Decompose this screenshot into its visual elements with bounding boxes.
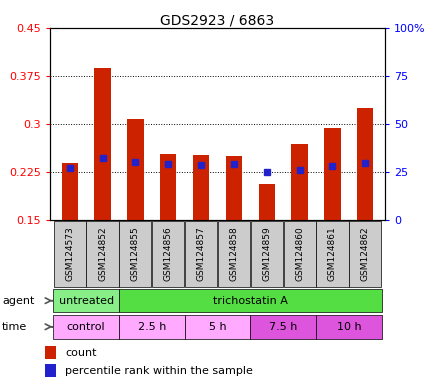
- FancyBboxPatch shape: [53, 289, 119, 313]
- FancyBboxPatch shape: [184, 221, 217, 287]
- Bar: [94, 68, 111, 220]
- Text: 5 h: 5 h: [208, 322, 226, 332]
- Text: count: count: [65, 348, 97, 358]
- Text: GSM124573: GSM124573: [65, 227, 74, 281]
- FancyBboxPatch shape: [315, 315, 381, 339]
- Bar: [225, 156, 242, 220]
- Text: 2.5 h: 2.5 h: [137, 322, 166, 332]
- FancyBboxPatch shape: [53, 315, 119, 339]
- FancyBboxPatch shape: [316, 221, 348, 287]
- Bar: [356, 108, 373, 220]
- Bar: [127, 119, 143, 220]
- FancyBboxPatch shape: [217, 221, 250, 287]
- FancyBboxPatch shape: [184, 315, 250, 339]
- Text: 7.5 h: 7.5 h: [268, 322, 297, 332]
- Bar: [61, 163, 78, 220]
- Bar: [192, 155, 209, 220]
- FancyBboxPatch shape: [53, 221, 85, 287]
- FancyBboxPatch shape: [349, 221, 381, 287]
- Bar: [160, 154, 176, 220]
- Text: GSM124860: GSM124860: [294, 227, 303, 281]
- Text: percentile rank within the sample: percentile rank within the sample: [65, 366, 253, 376]
- Text: control: control: [67, 322, 105, 332]
- FancyBboxPatch shape: [86, 221, 118, 287]
- Title: GDS2923 / 6863: GDS2923 / 6863: [160, 13, 274, 27]
- Text: trichostatin A: trichostatin A: [212, 296, 287, 306]
- Bar: [45, 346, 56, 359]
- Text: 10 h: 10 h: [336, 322, 360, 332]
- Text: GSM124855: GSM124855: [131, 227, 140, 281]
- Text: GSM124859: GSM124859: [262, 227, 271, 281]
- Bar: [45, 364, 56, 377]
- Text: time: time: [2, 322, 27, 332]
- FancyBboxPatch shape: [119, 289, 381, 313]
- Text: GSM124852: GSM124852: [98, 227, 107, 281]
- Text: GSM124858: GSM124858: [229, 227, 238, 281]
- Text: agent: agent: [2, 296, 34, 306]
- Bar: [291, 144, 307, 220]
- Bar: [323, 127, 340, 220]
- Text: GSM124856: GSM124856: [163, 227, 172, 281]
- FancyBboxPatch shape: [152, 221, 184, 287]
- FancyBboxPatch shape: [250, 315, 315, 339]
- Text: GSM124857: GSM124857: [196, 227, 205, 281]
- FancyBboxPatch shape: [119, 315, 184, 339]
- Bar: [258, 184, 274, 220]
- Text: untreated: untreated: [59, 296, 113, 306]
- FancyBboxPatch shape: [283, 221, 315, 287]
- Text: GSM124862: GSM124862: [360, 227, 369, 281]
- Text: GSM124861: GSM124861: [327, 227, 336, 281]
- FancyBboxPatch shape: [119, 221, 151, 287]
- FancyBboxPatch shape: [250, 221, 282, 287]
